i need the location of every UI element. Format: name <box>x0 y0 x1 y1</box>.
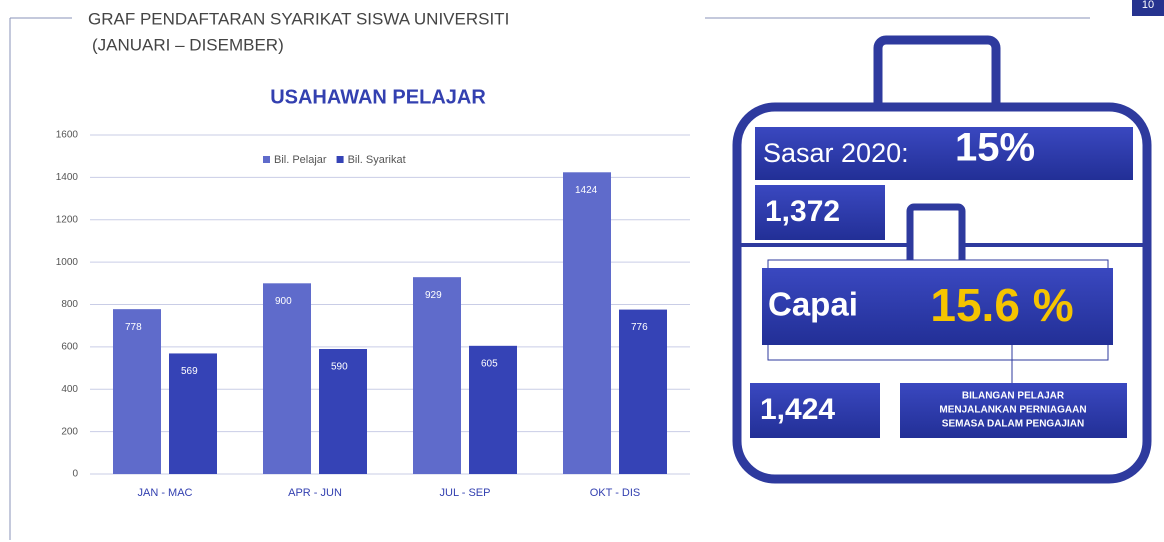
achieved-count-box <box>750 383 880 438</box>
legend-swatch <box>336 156 344 163</box>
description-box <box>900 383 1127 438</box>
page-number-box <box>1132 0 1164 16</box>
value-label: 929 <box>425 290 442 301</box>
briefcase-clasp <box>906 203 966 271</box>
bar <box>563 172 611 475</box>
bar <box>113 309 161 474</box>
header-subtitle: (JANUARI – DISEMBER) <box>92 35 284 54</box>
description-line: MENJALANKAN PERNIAGAAN <box>939 405 1086 416</box>
description-line: BILANGAN PELAJAR <box>962 391 1065 402</box>
bar <box>619 309 667 474</box>
legend-label: Bil. Syarikat <box>348 154 406 166</box>
x-tick-label: JAN - MAC <box>138 487 193 499</box>
y-tick-label: 1000 <box>56 257 79 268</box>
target-count: 1,372 <box>765 195 840 228</box>
achieved-value-box <box>893 268 1113 345</box>
y-tick-label: 600 <box>61 342 78 353</box>
value-label: 605 <box>481 358 498 369</box>
chart-title: USAHAWAN PELAJAR <box>270 86 486 108</box>
x-tick-label: APR - JUN <box>288 487 342 499</box>
x-tick-label: JUL - SEP <box>440 487 491 499</box>
bar <box>319 348 367 474</box>
y-tick-label: 1600 <box>56 130 79 141</box>
target-value: 15% <box>955 126 1035 170</box>
bar <box>169 353 217 474</box>
bar <box>469 345 517 474</box>
value-label: 1424 <box>575 185 598 196</box>
y-tick-label: 200 <box>61 426 78 437</box>
legend-swatch <box>263 156 270 163</box>
value-label: 590 <box>331 362 348 373</box>
bar <box>413 277 461 474</box>
infographic: Sasar 2020: 15% 1,372 Capai 15.6 % 1,424… <box>732 35 1152 484</box>
y-tick-label: 1200 <box>56 214 79 225</box>
value-label: 778 <box>125 322 142 333</box>
description-line: SEMASA DALAM PENGAJIAN <box>942 419 1084 430</box>
header-title: GRAF PENDAFTARAN SYARIKAT SISWA UNIVERSI… <box>88 9 509 28</box>
y-tick-label: 1400 <box>56 172 79 183</box>
achieved-count: 1,424 <box>760 393 835 426</box>
bar <box>263 283 311 474</box>
achieved-label: Capai <box>768 286 858 323</box>
y-tick-label: 800 <box>61 299 78 310</box>
value-label: 569 <box>181 366 198 377</box>
achieved-label-box <box>762 268 895 345</box>
legend-label: Bil. Pelajar <box>274 154 327 166</box>
target-count-box <box>755 185 885 240</box>
target-label: Sasar 2020: <box>763 138 909 168</box>
value-label: 776 <box>631 322 648 333</box>
y-tick-label: 400 <box>61 384 78 395</box>
y-tick-label: 0 <box>72 469 78 480</box>
achieved-value: 15.6 % <box>930 279 1073 331</box>
page-number: 10 <box>1142 0 1154 11</box>
value-label: 900 <box>275 296 292 307</box>
target-box <box>755 127 1133 180</box>
x-tick-label: OKT - DIS <box>590 487 641 499</box>
